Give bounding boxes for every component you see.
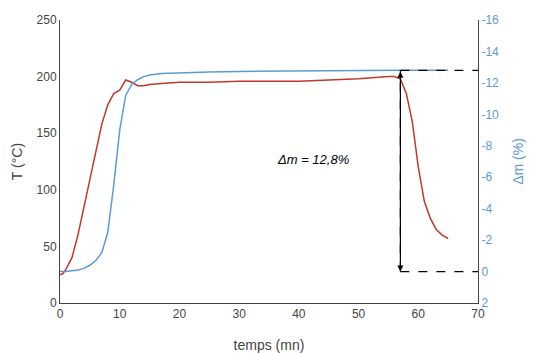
- svg-text:Δm (%): Δm (%): [510, 138, 526, 185]
- svg-text:temps (mn): temps (mn): [234, 337, 305, 353]
- svg-text:-6: -6: [481, 170, 492, 184]
- svg-text:-16: -16: [481, 13, 499, 27]
- svg-text:40: 40: [292, 307, 306, 321]
- svg-text:Δm = 12,8%: Δm = 12,8%: [277, 152, 349, 167]
- svg-text:-4: -4: [481, 202, 492, 216]
- svg-text:250: 250: [37, 13, 57, 27]
- svg-text:150: 150: [37, 126, 57, 140]
- svg-text:60: 60: [412, 307, 426, 321]
- svg-text:30: 30: [232, 307, 246, 321]
- svg-text:2: 2: [481, 296, 488, 310]
- svg-text:20: 20: [173, 307, 187, 321]
- svg-text:0: 0: [50, 296, 57, 310]
- svg-text:0: 0: [57, 307, 64, 321]
- svg-text:50: 50: [352, 307, 366, 321]
- svg-text:10: 10: [113, 307, 127, 321]
- svg-text:-14: -14: [481, 45, 499, 59]
- svg-text:70: 70: [471, 307, 485, 321]
- svg-text:50: 50: [43, 240, 57, 254]
- svg-text:0: 0: [481, 265, 488, 279]
- svg-text:-8: -8: [481, 139, 492, 153]
- svg-text:-12: -12: [481, 76, 499, 90]
- svg-text:200: 200: [37, 70, 57, 84]
- svg-text:-2: -2: [481, 233, 492, 247]
- svg-text:-10: -10: [481, 108, 499, 122]
- svg-text:100: 100: [37, 183, 57, 197]
- svg-text:T (°C): T (°C): [9, 143, 25, 180]
